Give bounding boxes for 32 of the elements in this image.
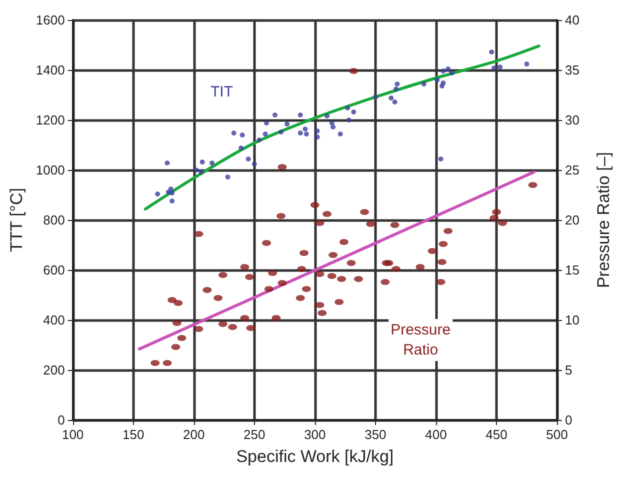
x-tick-label: 450	[486, 427, 508, 442]
y-tick-label: 600	[43, 262, 65, 278]
y-tick-label: 200	[43, 362, 65, 378]
y-tick-label: 800	[43, 212, 65, 228]
y-axis-title: TTT [°C]	[7, 188, 26, 252]
y2-tick-label: 5	[565, 362, 572, 378]
x-tick-label: 150	[122, 427, 144, 442]
y-tick-label: 1000	[36, 162, 65, 178]
y2-tick-label: 15	[565, 262, 580, 278]
y2-tick-label: 25	[565, 162, 580, 178]
x-tick-label: 500	[546, 427, 568, 442]
x-tick-label: 250	[244, 427, 266, 442]
x-tick-label: 200	[183, 427, 205, 442]
y2-tick-label: 40	[565, 12, 580, 28]
y2-tick-label: 10	[565, 312, 580, 328]
y2-tick-label: 20	[565, 212, 580, 228]
y-tick-label: 1200	[36, 112, 65, 128]
y-tick-label: 1600	[36, 12, 65, 28]
x-axis-title: Specific Work [kJ/kg]	[236, 447, 394, 466]
x-tick-label: 100	[62, 427, 84, 442]
x-tick-label: 400	[425, 427, 447, 442]
text: Pressure Ratio	[390, 322, 451, 358]
y-tick-label: 400	[43, 312, 65, 328]
y2-tick-label: 30	[565, 112, 580, 128]
y2-tick-label: 0	[565, 412, 572, 428]
y2-tick-label: 35	[565, 62, 580, 78]
y2-axis-title: Pressure Ratio [–]	[594, 152, 613, 288]
text: TIT	[210, 84, 234, 100]
x-tick-label: 300	[304, 427, 326, 442]
x-tick-label: 350	[364, 427, 386, 442]
y-tick-label: 1400	[36, 62, 65, 78]
y-tick-label: 0	[58, 412, 65, 428]
